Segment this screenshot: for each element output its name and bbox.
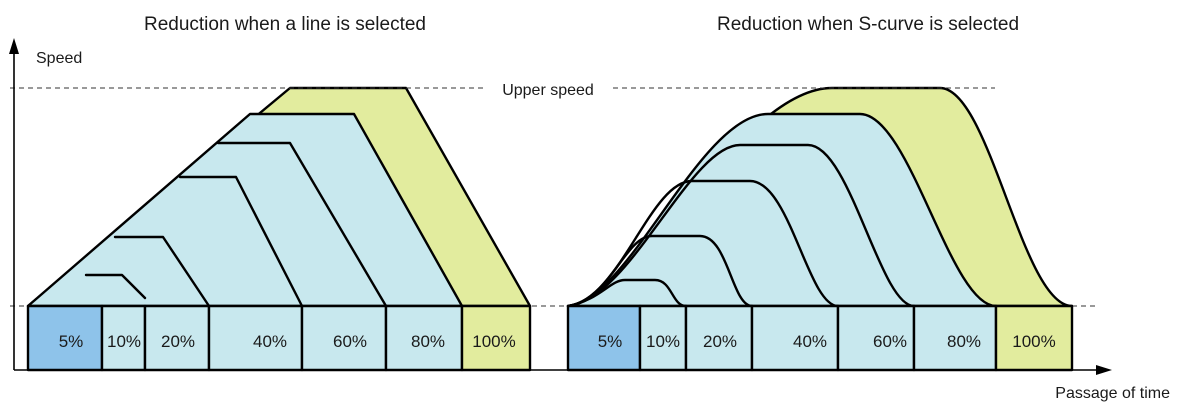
- right-box-label: 20%: [703, 332, 737, 351]
- left-percent-boxes: 5% 10% 20% 40% 60% 80% 100%: [26, 304, 532, 372]
- left-profile-60: [216, 141, 388, 308]
- right-profile-20: [566, 234, 754, 308]
- left-box-label: 40%: [253, 332, 287, 351]
- right-box-label: 80%: [947, 332, 981, 351]
- y-axis-arrow-icon: [9, 38, 19, 54]
- right-chart-title: Reduction when S-curve is selected: [717, 14, 1019, 35]
- left-profile-40: [178, 175, 304, 308]
- upper-speed-label: Upper speed: [502, 82, 594, 99]
- y-axis-label: Speed: [36, 50, 82, 67]
- left-box-label: 100%: [472, 332, 515, 351]
- right-box-label: 100%: [1012, 332, 1055, 351]
- left-box-10: [100, 304, 147, 372]
- right-box-100: [994, 304, 1074, 372]
- left-line-profiles: [26, 86, 532, 308]
- x-axis-arrow-icon: [1096, 365, 1112, 375]
- left-box-label: 20%: [161, 332, 195, 351]
- left-box-label: 60%: [333, 332, 367, 351]
- right-s-curve-profiles: [566, 86, 1074, 308]
- left-profile-10: [84, 273, 147, 300]
- right-box-label: 5%: [598, 332, 623, 351]
- left-box-label: 80%: [411, 332, 445, 351]
- right-box-label: 40%: [793, 332, 827, 351]
- right-box-5: [566, 304, 642, 372]
- left-profile-20: [113, 235, 211, 308]
- axes: [9, 38, 1112, 375]
- left-box-60: [300, 304, 388, 372]
- right-profile-10: [566, 278, 688, 308]
- x-axis-label: Passage of time: [1055, 385, 1170, 402]
- left-box-label: 10%: [107, 332, 141, 351]
- upper-speed-label-bg: [487, 80, 611, 98]
- right-box-label: 10%: [646, 332, 680, 351]
- left-box-100: [460, 304, 532, 372]
- left-box-label: 5%: [59, 332, 84, 351]
- right-box-label: 60%: [873, 332, 907, 351]
- right-profile-60: [566, 143, 916, 308]
- right-percent-boxes: 5% 10% 20% 40% 60% 80% 100%: [566, 304, 1074, 372]
- left-chart-title: Reduction when a line is selected: [144, 14, 426, 35]
